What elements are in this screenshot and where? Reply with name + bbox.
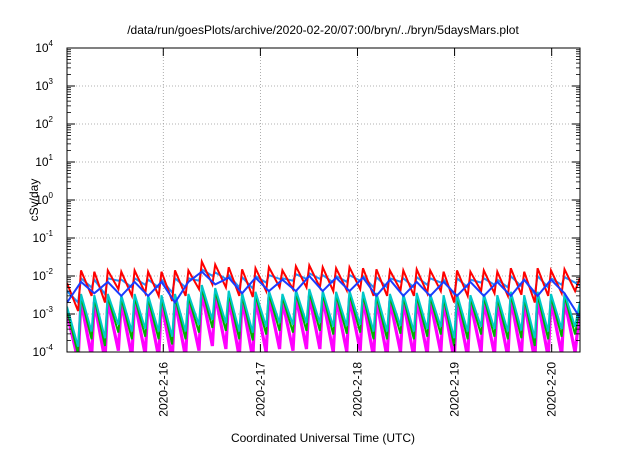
y-tick-label: 104: [35, 39, 53, 55]
x-tick-label: 2020-2-18: [350, 362, 364, 417]
y-tick-base: 10: [33, 307, 47, 321]
y-tick-base: 10: [33, 345, 47, 359]
y-tick-base: 10: [35, 117, 49, 131]
x-tick-label: 2020-2-17: [253, 362, 267, 417]
series-layer: [67, 257, 580, 352]
y-tick-base: 10: [35, 155, 49, 169]
y-tick-label: 103: [35, 77, 53, 93]
y-tick-exponent: -1: [46, 229, 54, 238]
y-tick-label: 10-1: [33, 229, 54, 245]
chart-title: /data/run/goesPlots/archive/2020-02-20/0…: [127, 23, 519, 37]
y-tick-label: 100: [35, 191, 53, 207]
ticks: [67, 47, 580, 353]
series-group: [67, 257, 580, 352]
y-tick-exponent: 3: [49, 77, 54, 86]
y-tick-base: 10: [35, 41, 49, 55]
x-tick-label: 2020-2-16: [156, 362, 170, 417]
x-tick-labels: 2020-2-16 2020-2-17 2020-2-18 2020-2-19 2020…: [156, 362, 558, 417]
x-tick-label: 2020-2-19: [448, 362, 462, 417]
y-tick-exponent: 4: [49, 39, 54, 48]
x-tick-label: 2020-2-20: [545, 362, 559, 417]
y-tick-base: 10: [33, 269, 47, 283]
y-tick-exponent: 0: [49, 191, 54, 200]
y-tick-exponent: 2: [49, 115, 54, 124]
y-tick-label: 10-3: [33, 305, 54, 321]
y-tick-exponent: -4: [46, 343, 54, 352]
y-tick-base: 10: [35, 193, 49, 207]
y-tick-exponent: -2: [46, 267, 54, 276]
x-axis-label: Coordinated Universal Time (UTC): [231, 431, 415, 445]
series-line: [67, 270, 580, 319]
y-tick-base: 10: [33, 231, 47, 245]
y-tick-label: 10-2: [33, 267, 54, 283]
y-tick-exponent: 1: [49, 153, 54, 162]
y-tick-label: 10-4: [33, 343, 54, 359]
y-tick-label: 102: [35, 115, 53, 131]
y-tick-base: 10: [35, 79, 49, 93]
y-tick-exponent: -3: [46, 305, 54, 314]
y-axis-label: cSv/day: [27, 179, 41, 222]
y-tick-label: 101: [35, 153, 53, 169]
